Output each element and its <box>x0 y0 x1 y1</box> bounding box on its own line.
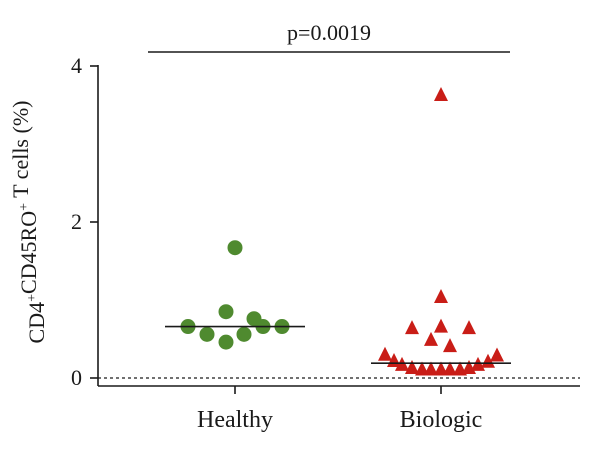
data-point-biologic <box>490 347 504 362</box>
data-point-biologic <box>424 331 438 346</box>
axes <box>97 65 580 387</box>
x-ticks: Healthy Biologic <box>197 386 482 433</box>
data-points <box>180 86 504 376</box>
data-point-biologic <box>434 361 448 376</box>
data-point-biologic <box>443 338 457 353</box>
data-point-healthy <box>218 334 234 350</box>
data-point-biologic <box>434 86 448 101</box>
data-point-biologic <box>405 320 419 335</box>
data-point-biologic <box>434 288 448 303</box>
data-point-healthy <box>199 326 215 342</box>
data-point-biologic <box>424 361 438 376</box>
median-lines <box>165 325 511 364</box>
data-point-biologic <box>462 320 476 335</box>
data-point-healthy <box>236 326 252 342</box>
data-point-healthy <box>227 240 243 256</box>
data-point-biologic <box>481 353 495 368</box>
y-ticks: 0 2 4 <box>71 53 98 390</box>
y-tick-label: 4 <box>71 53 82 78</box>
p-value-annotation: p=0.0019 <box>287 20 371 45</box>
data-point-biologic <box>378 346 392 361</box>
data-point-biologic <box>405 359 419 374</box>
data-point-biologic <box>443 361 457 376</box>
data-point-biologic <box>415 361 429 376</box>
y-tick-label: 2 <box>71 209 82 234</box>
x-tick-label-biologic: Biologic <box>400 407 483 433</box>
y-axis-label: CD4+CD45RO+ T cells (%) <box>8 101 49 344</box>
data-point-biologic <box>434 318 448 333</box>
y-tick-label: 0 <box>71 365 82 390</box>
data-point-healthy <box>218 304 234 320</box>
x-tick-label-healthy: Healthy <box>197 407 273 433</box>
